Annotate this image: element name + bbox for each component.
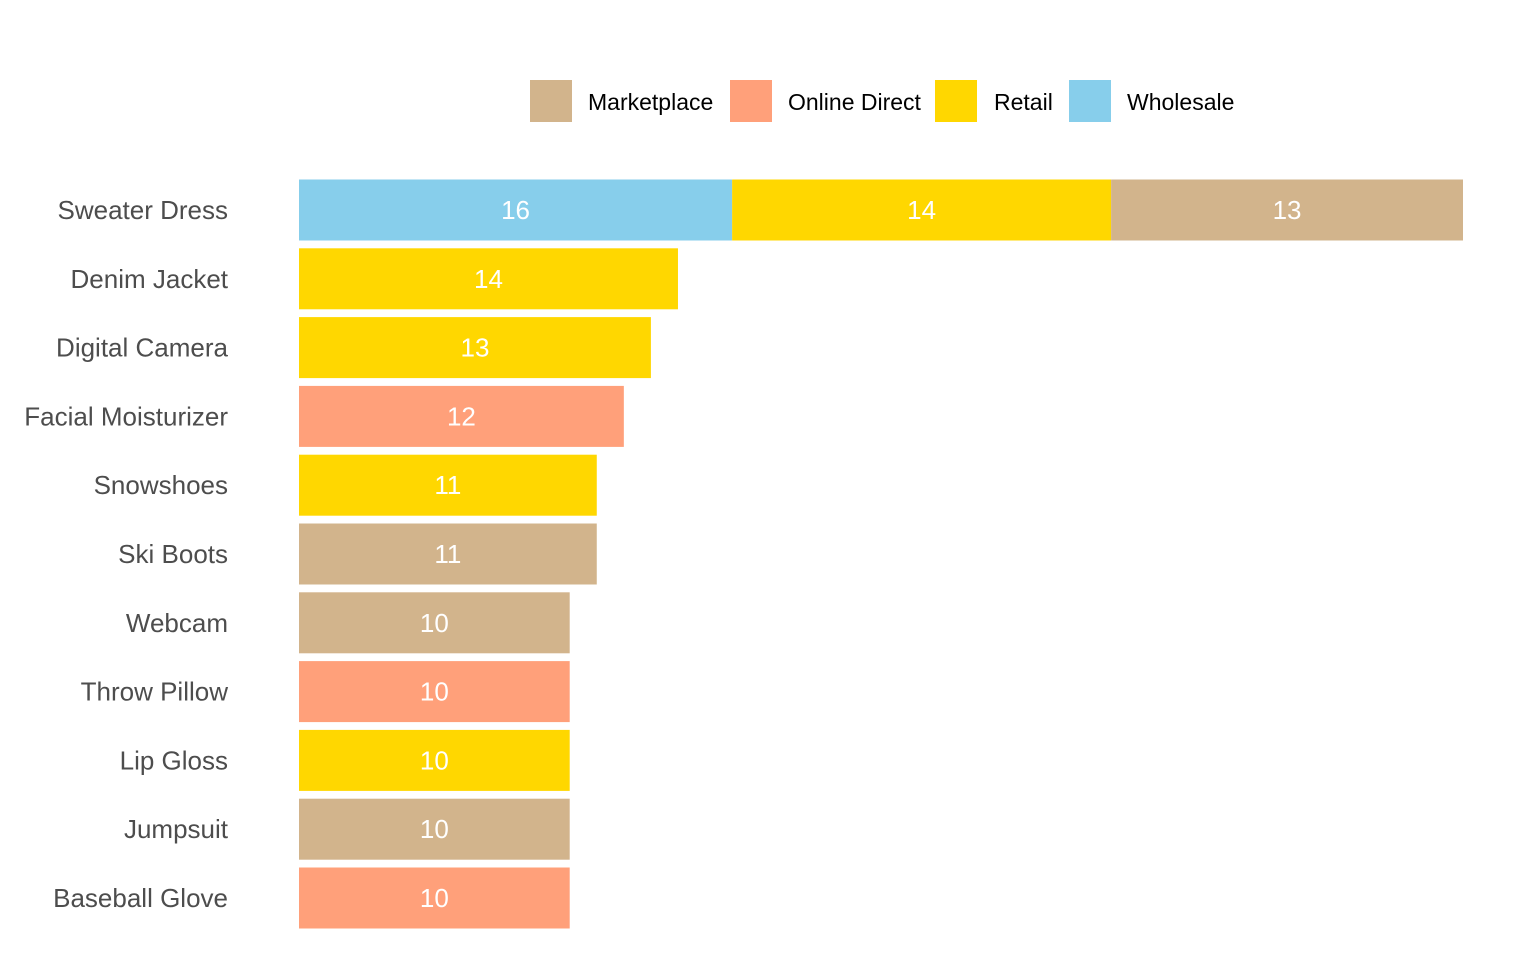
bar-sweater-dress-wholesale [299,179,733,241]
bar-value-label-throw-pillow-online-direct: 10 [420,677,449,707]
category-label-throw-pillow: Throw Pillow [81,677,229,707]
bar-value-label-facial-moisturizer-online-direct: 12 [447,401,476,431]
category-label-denim-jacket: Denim Jacket [71,264,229,294]
bar-value-label-denim-jacket-retail: 14 [474,264,503,294]
bar-value-label-sweater-dress-retail: 14 [907,195,936,225]
category-label-ski-boots: Ski Boots [118,539,228,569]
category-label-baseball-glove: Baseball Glove [53,883,228,913]
category-labels: Sweater Dress Denim Jacket Digital Camera F… [24,195,228,913]
bar-baseball-glove-online-direct [299,867,570,929]
bar-value-label-lip-gloss-retail: 10 [420,745,449,775]
bar-ski-boots-marketplace [299,523,597,585]
legend-label-wholesale: Wholesale [1127,89,1234,115]
bar-value-label-webcam-marketplace: 10 [420,608,449,638]
bar-lip-gloss-retail [299,729,570,791]
bar-value-label-baseball-glove-online-direct: 10 [420,883,449,913]
bar-jumpsuit-marketplace [299,798,570,860]
category-label-digital-camera: Digital Camera [56,333,228,363]
bar-sweater-dress-marketplace [1111,179,1463,241]
bar-sweater-dress-retail [732,179,1112,241]
legend-label-marketplace: Marketplace [588,89,713,115]
bar-throw-pillow-online-direct [299,661,570,723]
bar-value-label-sweater-dress-wholesale: 16 [501,195,530,225]
legend-swatch-retail [935,80,977,122]
category-label-jumpsuit: Jumpsuit [124,814,229,844]
bar-value-label-ski-boots-marketplace: 11 [434,539,461,569]
category-label-sweater-dress: Sweater Dress [58,195,229,225]
bar-denim-jacket-retail [299,248,678,310]
legend-swatch-wholesale [1069,80,1111,122]
bar-value-label-snowshoes-retail: 11 [434,470,461,500]
bar-webcam-marketplace [299,592,570,654]
legend: Marketplace Online Direct Retail Wholesale [530,80,1234,122]
legend-swatch-marketplace [530,80,572,122]
category-label-webcam: Webcam [126,608,228,638]
bar-value-label-sweater-dress-marketplace: 13 [1273,195,1302,225]
bar-snowshoes-retail [299,454,597,516]
legend-label-retail: Retail [994,89,1053,115]
bar-digital-camera-retail [299,317,651,379]
legend-swatch-online-direct [730,80,772,122]
legend-label-online-direct: Online Direct [788,89,922,115]
bars: 16 14 13 14 13 12 11 11 10 10 10 10 10 [299,179,1463,929]
bar-value-label-digital-camera-retail: 13 [460,333,489,363]
category-label-lip-gloss: Lip Gloss [120,745,228,775]
category-label-facial-moisturizer: Facial Moisturizer [24,401,228,431]
bar-value-label-jumpsuit-marketplace: 10 [420,814,449,844]
bar-facial-moisturizer-online-direct [299,385,624,447]
category-label-snowshoes: Snowshoes [94,470,228,500]
